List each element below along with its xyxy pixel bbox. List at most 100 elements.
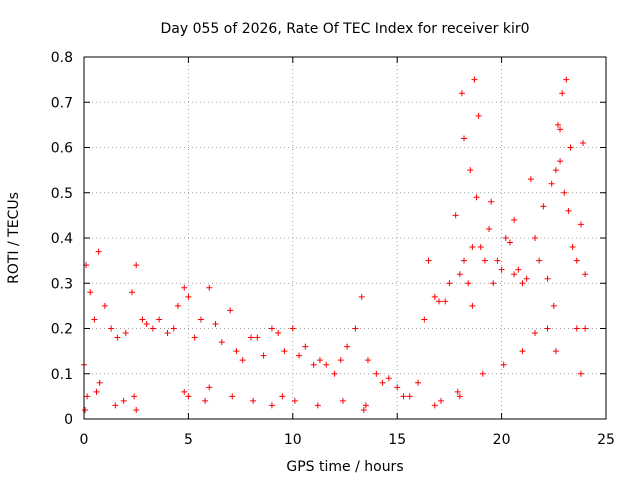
- data-point: [185, 293, 192, 300]
- data-point: [481, 257, 488, 264]
- data-point: [563, 76, 570, 83]
- x-axis-label: GPS time / hours: [286, 459, 403, 475]
- data-point: [536, 257, 543, 264]
- data-point: [567, 144, 574, 151]
- x-tick-label: 20: [493, 432, 511, 448]
- data-point: [435, 298, 442, 305]
- x-tick-label: 25: [597, 432, 615, 448]
- y-tick-label: 0.6: [51, 141, 73, 157]
- data-point: [557, 126, 564, 133]
- data-point: [93, 388, 100, 395]
- data-point: [174, 302, 181, 309]
- data-point: [488, 198, 495, 205]
- data-point: [291, 397, 298, 404]
- data-point: [254, 334, 261, 341]
- data-point: [569, 244, 576, 251]
- plot-frame: [83, 56, 607, 420]
- data-point: [84, 393, 91, 400]
- data-point: [227, 307, 234, 314]
- data-point: [577, 221, 584, 228]
- data-point: [279, 393, 286, 400]
- data-point: [475, 112, 482, 119]
- data-point: [498, 266, 505, 273]
- data-point: [400, 393, 407, 400]
- data-point: [573, 325, 580, 332]
- data-point: [281, 348, 288, 355]
- data-point: [108, 325, 115, 332]
- data-point: [406, 393, 413, 400]
- data-point: [511, 271, 518, 278]
- data-point: [394, 384, 401, 391]
- data-point: [477, 244, 484, 251]
- data-point: [550, 302, 557, 309]
- data-point: [181, 284, 188, 291]
- data-point: [170, 325, 177, 332]
- data-point: [122, 330, 129, 337]
- data-point: [454, 388, 461, 395]
- data-point: [515, 266, 522, 273]
- x-tick-label: 0: [80, 432, 89, 448]
- data-point: [133, 406, 140, 413]
- data-point: [415, 379, 422, 386]
- data-point: [385, 375, 392, 382]
- data-point: [582, 271, 589, 278]
- y-tick-label: 0.2: [51, 322, 73, 338]
- data-point: [554, 121, 561, 128]
- data-point: [185, 393, 192, 400]
- data-point: [523, 275, 530, 282]
- data-point: [96, 379, 103, 386]
- data-point: [438, 397, 445, 404]
- data-point: [565, 207, 572, 214]
- data-point: [540, 203, 547, 210]
- x-tick-label: 10: [284, 432, 302, 448]
- data-point: [358, 293, 365, 300]
- data-point: [446, 280, 453, 287]
- data-point: [519, 348, 526, 355]
- data-point: [559, 90, 566, 97]
- data-point: [339, 397, 346, 404]
- data-point: [275, 330, 282, 337]
- x-tick-label: 15: [388, 432, 406, 448]
- data-point: [431, 402, 438, 409]
- data-point: [316, 357, 323, 364]
- grid: [84, 57, 606, 419]
- data-point: [494, 257, 501, 264]
- data-point: [289, 325, 296, 332]
- data-point: [506, 239, 513, 246]
- chart-title: Day 055 of 2026, Rate Of TEC Index for r…: [160, 21, 529, 37]
- y-tick-label: 0: [64, 412, 73, 428]
- data-marks: [81, 76, 589, 413]
- y-tick-label: 0.1: [51, 367, 73, 383]
- data-point: [143, 320, 150, 327]
- data-point: [511, 216, 518, 223]
- data-point: [239, 357, 246, 364]
- data-point: [362, 402, 369, 409]
- axis-ticks: 0 0.1 0.2 0.3 0.4 0.5 0.6 0.7 0.8 0 5 10 15 20 25: [51, 50, 615, 448]
- data-point: [552, 348, 559, 355]
- data-point: [114, 334, 121, 341]
- data-point: [473, 194, 480, 201]
- y-axis-label: ROTI / TECUs: [6, 192, 22, 284]
- data-point: [580, 139, 587, 146]
- data-point: [573, 257, 580, 264]
- data-point: [87, 289, 94, 296]
- data-point: [465, 280, 472, 287]
- data-point: [500, 361, 507, 368]
- data-point: [456, 393, 463, 400]
- data-point: [544, 325, 551, 332]
- data-point: [532, 235, 539, 241]
- data-point: [191, 334, 198, 341]
- data-point: [344, 343, 351, 350]
- data-point: [112, 402, 119, 409]
- y-tick-label: 0.7: [51, 95, 73, 111]
- data-point: [197, 316, 204, 323]
- data-point: [149, 325, 156, 332]
- data-point: [519, 280, 526, 287]
- data-point: [310, 361, 317, 368]
- data-point: [364, 357, 371, 364]
- y-tick-label: 0.4: [51, 231, 73, 247]
- data-point: [206, 384, 213, 391]
- data-point: [101, 302, 108, 309]
- data-point: [469, 302, 476, 309]
- data-point: [548, 180, 555, 187]
